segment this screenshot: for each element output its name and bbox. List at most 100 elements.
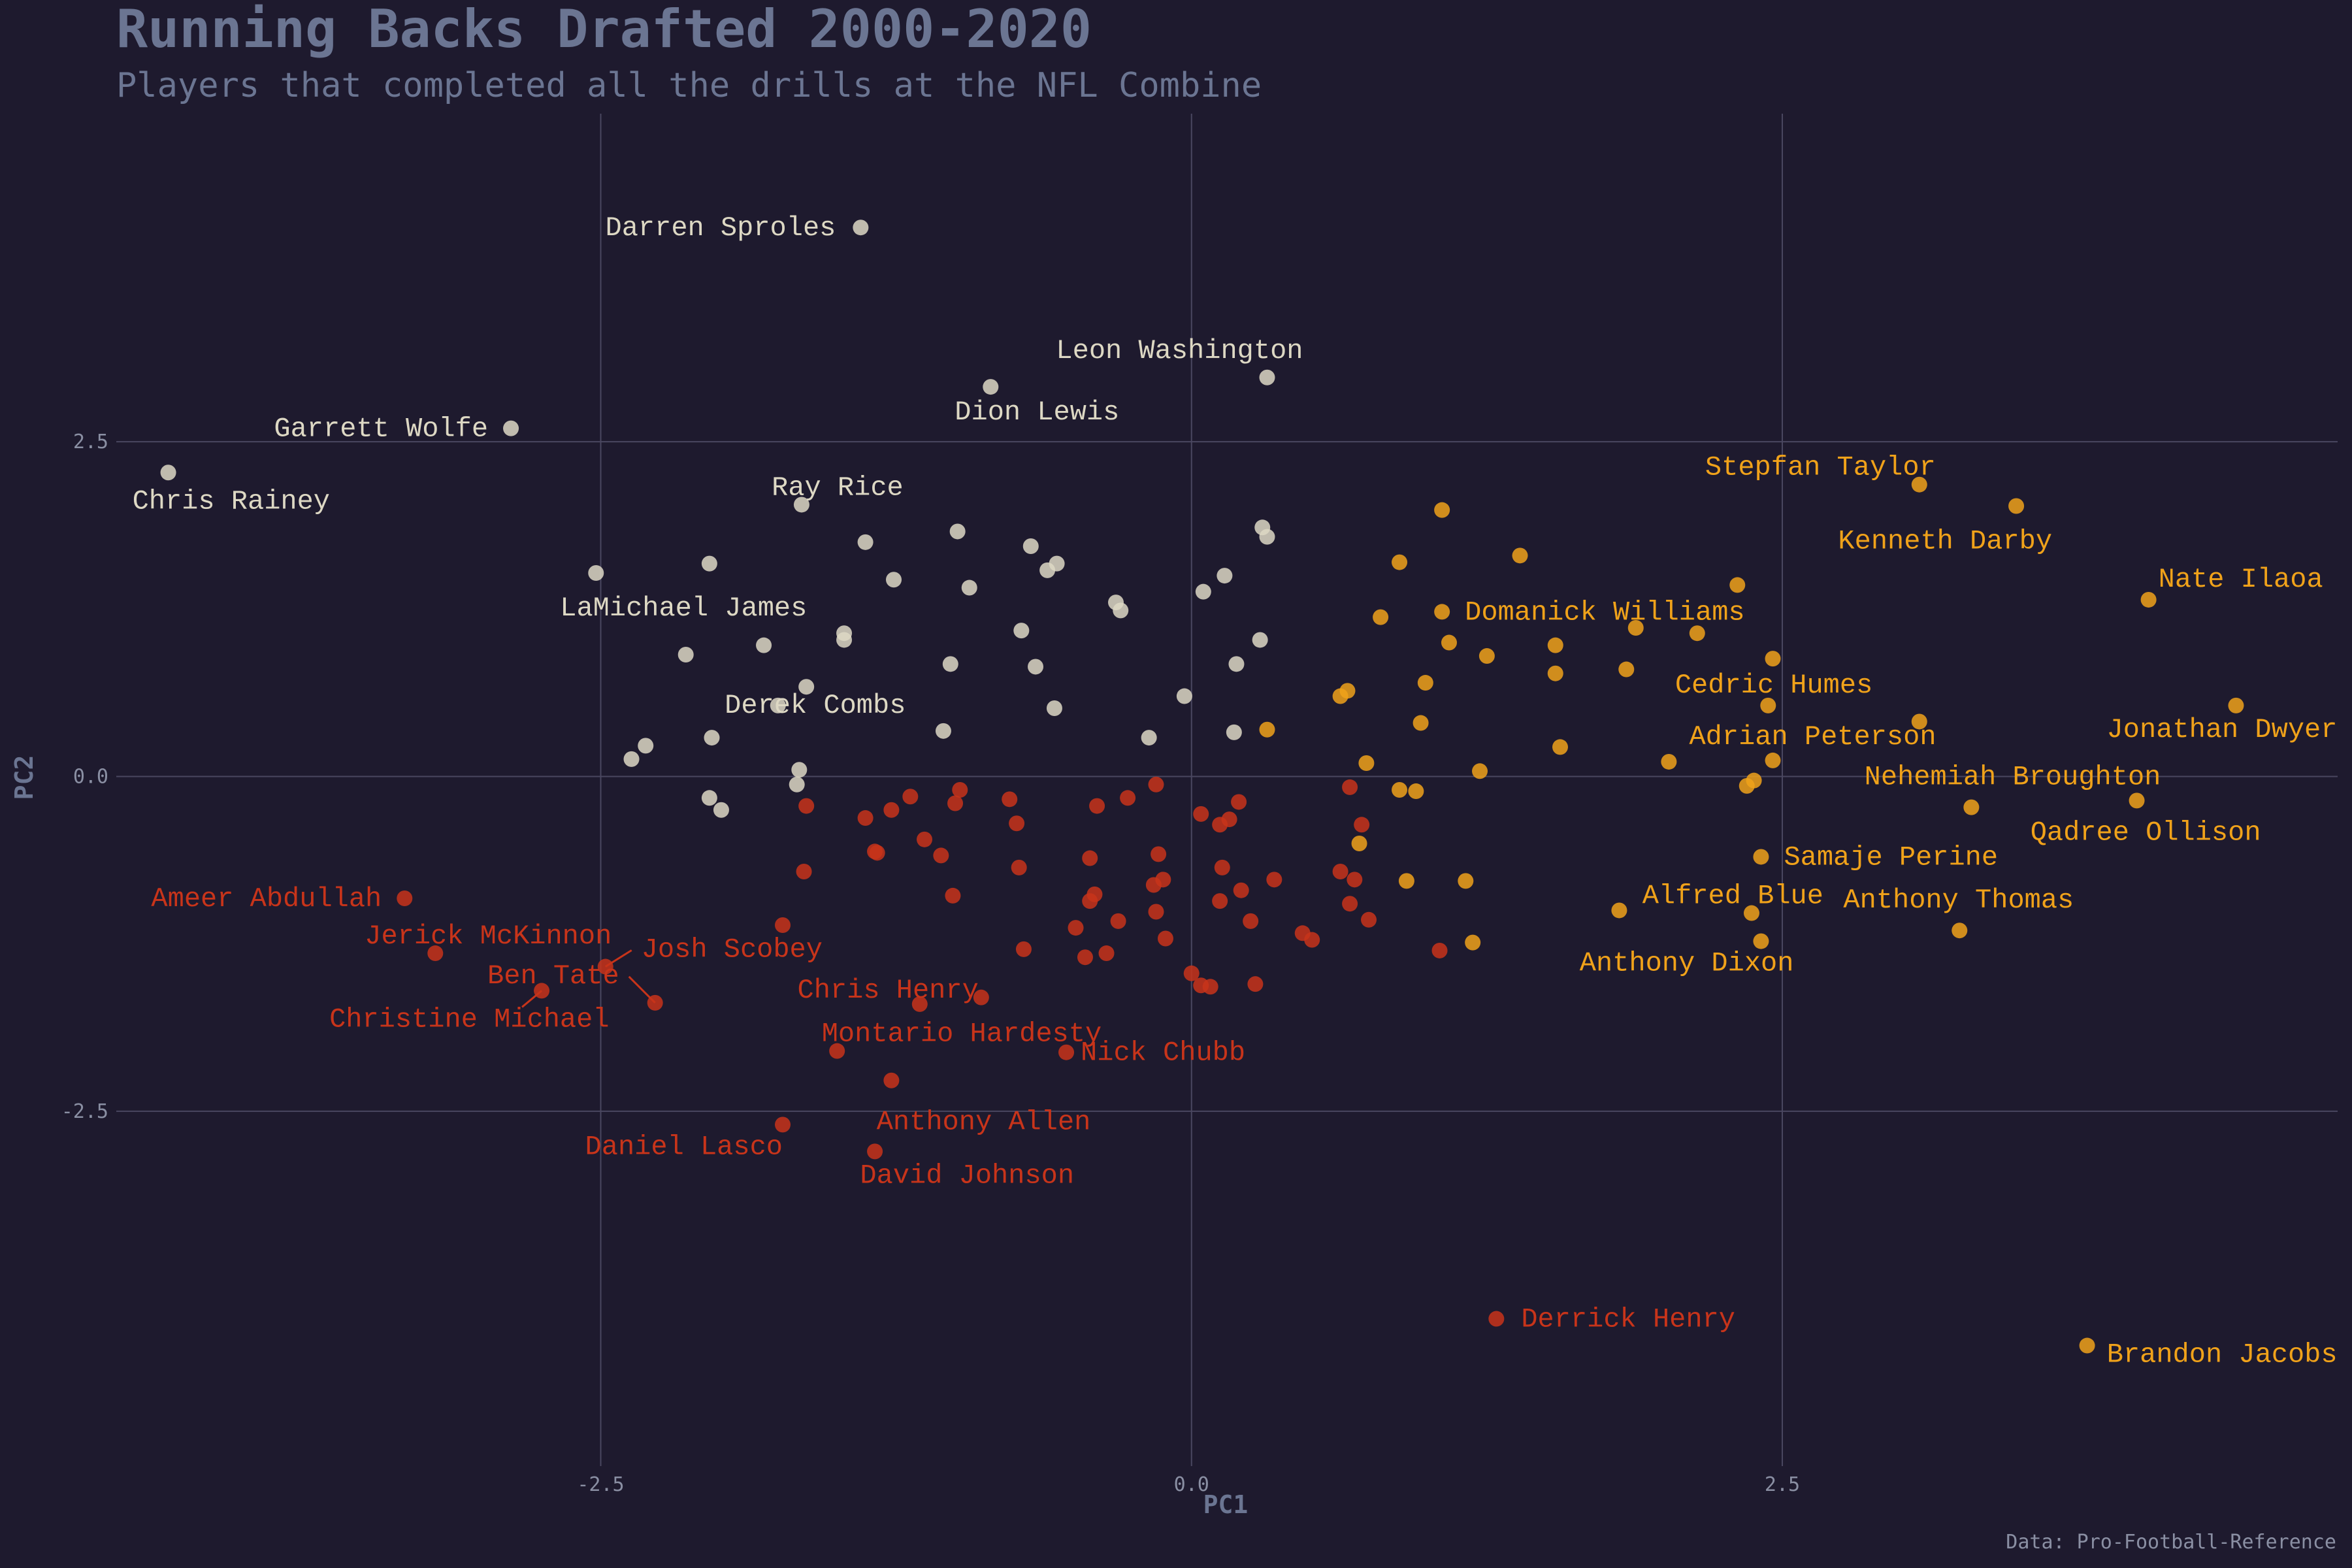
scatter-point [1753,933,1769,949]
scatter-point [952,782,968,798]
scatter-point [867,1143,883,1160]
scatter-point [1193,806,1209,822]
scatter-point [1413,715,1429,731]
point-label: Derrick Henry [1521,1304,1735,1335]
scatter-point [1434,502,1450,518]
scatter-point [1015,941,1032,957]
point-label: Kenneth Darby [1838,526,2052,557]
scatter-point [1689,625,1705,642]
scatter-point [1233,882,1249,898]
point-label: Nehemiah Broughton [1865,762,2161,793]
scatter-point [1259,721,1275,738]
point-label: Anthony Allen [877,1107,1091,1138]
scatter-point [2129,792,2145,809]
scatter-point [160,465,176,481]
scatter-point [1488,1311,1505,1327]
point-label: Alfred Blue [1642,881,1823,912]
scatter-point [1202,979,1218,995]
scatter-point [1911,713,1927,730]
data-source-caption: Data: Pro-Football-Reference [2006,1531,2336,1554]
scatter-point [2140,591,2157,608]
scatter-point [1392,554,1408,570]
scatter-point [1618,661,1635,678]
scatter-point [534,983,550,999]
scatter-point [1259,369,1275,385]
scatter-point [1354,817,1370,833]
point-label: Samaje Perine [1784,841,1998,873]
scatter-point [623,751,640,767]
scatter-point [1552,739,1568,755]
scatter-point [1247,976,1264,992]
scatter-point [1753,849,1769,865]
scatter-point [961,580,977,596]
scatter-point [1259,529,1275,545]
point-label: Cedric Humes [1675,670,1872,701]
point-label: Ray Rice [772,472,904,503]
scatter-point [1661,753,1677,770]
grid-lines [116,114,2338,1466]
point-labels: Darren Sproles Leon Washington Dion Lewis G… [133,212,2338,1370]
scatter-point [1077,949,1093,966]
scatter-point [935,723,951,739]
scatter-point [1547,665,1563,681]
point-label: Derek Combs [725,690,906,721]
point-label: Montario Hardesty [822,1019,1102,1050]
scatter-point [1058,1044,1075,1060]
point-label: Anthony Thomas [1843,885,2074,916]
scatter-point [1011,859,1027,875]
chart-subtitle: Players that completed all the drills at… [116,66,1262,105]
point-label: Stepfan Taylor [1705,452,1936,483]
scatter-point [1512,547,1528,564]
scatter-point [829,1043,845,1059]
scatter-point [1611,902,1627,919]
scatter-point [1028,659,1044,675]
scatter-point [1441,634,1457,651]
scatter-point [945,887,961,904]
scatter-point [1952,923,1968,939]
scatter-point [1226,724,1242,740]
scatter-point [1342,779,1358,795]
scatter-point [1214,859,1230,875]
point-label: Ben Tate [487,960,619,992]
scatter-point [789,776,805,792]
chart-title: Running Backs Drafted 2000-2020 [116,0,1092,59]
scatter-point [942,656,958,672]
scatter-point [1049,555,1065,572]
scatter-point [588,564,604,581]
scatter-point [983,379,999,395]
scatter-point [1120,790,1136,806]
x-tick-label: -2.5 [577,1473,624,1496]
scatter-point [1358,755,1375,772]
scatter-point [798,679,815,695]
scatter-point [1148,776,1164,792]
point-label: Adrian Peterson [1689,721,1936,753]
scatter-point [857,810,874,826]
scatter-point [1760,697,1776,713]
scatter-point [883,802,900,818]
scatter-point [869,845,885,861]
axis-ticks: -2.5 0.0 2.5 -2.5 0.0 2.5 [61,431,1800,1496]
scatter-point [947,795,964,811]
scatter-point [1183,965,1200,981]
scatter-point [1148,904,1164,920]
scatter-point [1013,623,1030,639]
scatter-point [1458,873,1474,889]
scatter-point [775,1117,791,1133]
scatter-point [1252,632,1268,648]
scatter-point [1304,932,1320,948]
point-label: Anthony Dixon [1580,948,1794,979]
scatter-point [791,762,808,778]
scatter-point [1729,577,1746,593]
scatter-point [1228,656,1245,672]
x-tick-label: 2.5 [1765,1473,1800,1496]
scatter-point [1332,688,1348,704]
scatter-point [1361,911,1377,928]
scatter-point [1547,637,1563,653]
scatter-point [647,994,663,1011]
scatter-point [973,989,989,1005]
point-label: Chris Rainey [133,485,330,517]
y-tick-label: 2.5 [73,431,108,453]
scatter-point [917,831,933,847]
